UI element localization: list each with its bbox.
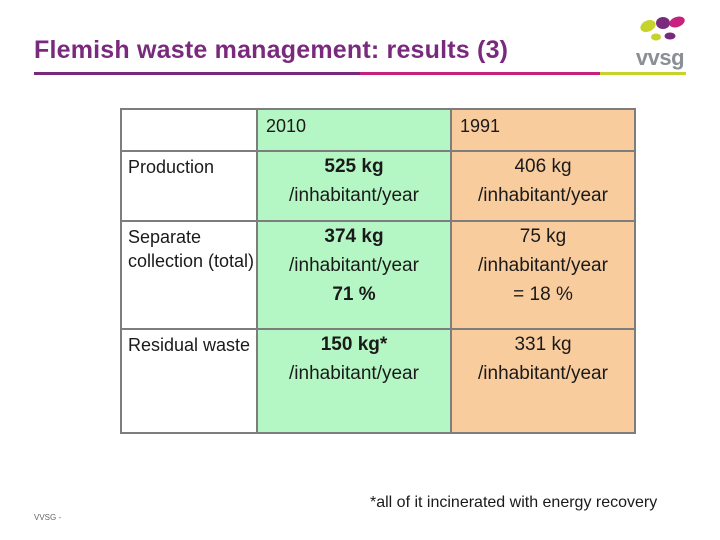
table-row: Separate collection (total) 374 kg /inha… [120,220,636,330]
row-label-cell: Separate collection (total) [120,220,258,330]
title-rule-lime [600,72,686,75]
value-unit: /inhabitant/year [289,185,419,206]
value-unit: /inhabitant/year [289,255,419,276]
value-amount: 331 kg [514,334,572,355]
value-unit: /inhabitant/year [478,255,608,276]
logo-wordmark: vvsg [635,45,685,70]
value-unit: /inhabitant/year [289,363,419,384]
header-empty-cell [120,108,258,152]
value-cell-1991: 331 kg /inhabitant/year [450,328,636,434]
value-cell-1991: 406 kg /inhabitant/year [450,150,636,222]
header-1991: 1991 [450,108,636,152]
value-amount: 75 kg [519,226,567,247]
value-amount: 406 kg [514,156,572,177]
title-rule-magenta [360,72,600,75]
value-cell-1991: 75 kg /inhabitant/year = 18 % [450,220,636,330]
value-amount: 374 kg [324,226,384,247]
row-label: Separate collection (total) [128,227,255,271]
slide-title: Flemish waste management: results (3) [34,36,509,64]
title-rule-purple [34,72,360,75]
value-cell-2010: 374 kg /inhabitant/year 71 % [256,220,452,330]
value-percent: 71 % [332,284,376,305]
table-row: Production 525 kg /inhabitant/year 406 k… [120,150,636,222]
value-unit: /inhabitant/year [478,185,608,206]
row-label-cell: Residual waste [120,328,258,434]
value-unit: /inhabitant/year [478,363,608,384]
footnote: *all of it incinerated with energy recov… [370,494,658,511]
table-row: Residual waste 150 kg* /inhabitant/year … [120,328,636,434]
value-percent: = 18 % [513,284,573,305]
row-label: Production [128,157,215,177]
vvsg-logo: vvsg [632,14,688,72]
value-cell-2010: 150 kg* /inhabitant/year [256,328,452,434]
header-2010: 2010 [256,108,452,152]
header-row: 2010 1991 [120,108,636,152]
value-cell-2010: 525 kg /inhabitant/year [256,150,452,222]
row-label-cell: Production [120,150,258,222]
logo-petals-icon [640,16,685,41]
row-label: Residual waste [128,335,251,355]
value-amount: 525 kg [324,156,384,177]
value-amount: 150 kg* [320,334,388,355]
results-table: 2010 1991 Production 525 kg /inhabitant/… [120,108,636,434]
footer-mark: VVSG - [34,513,62,522]
